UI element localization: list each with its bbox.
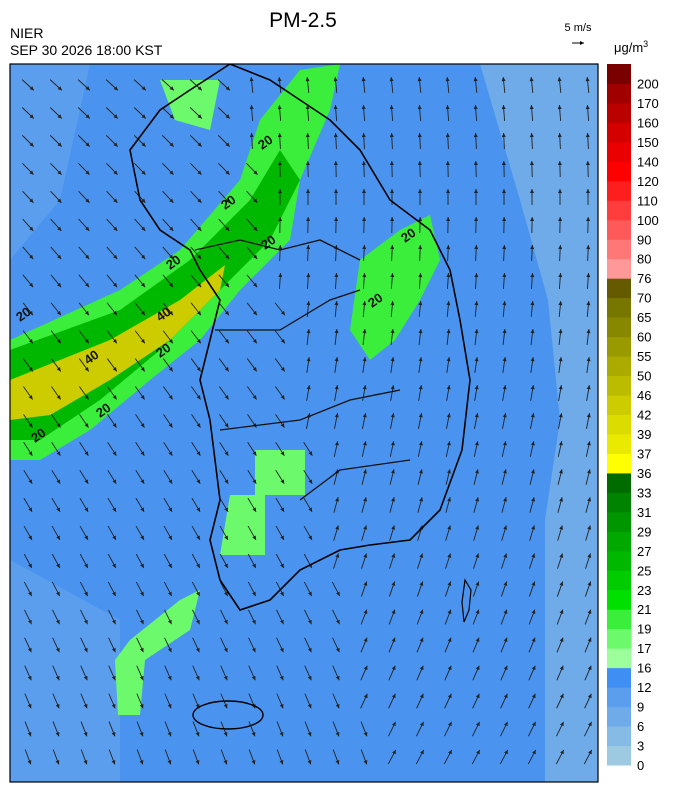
colorbar-swatch: [607, 473, 631, 493]
colorbar-label: 55: [637, 349, 651, 364]
agency: NIER: [10, 25, 43, 41]
colorbar-swatch: [607, 590, 631, 610]
colorbar-label: 0: [637, 758, 644, 773]
colorbar-swatch: [607, 668, 631, 688]
colorbar-swatch: [607, 337, 631, 357]
colorbar-label: 60: [637, 330, 651, 345]
colorbar-label: 150: [637, 135, 659, 150]
colorbar-swatch: [607, 707, 631, 727]
colorbar-swatch: [607, 609, 631, 629]
colorbar-label: 25: [637, 563, 651, 578]
colorbar-label: 140: [637, 154, 659, 169]
colorbar-label: 3: [637, 739, 644, 754]
colorbar-swatch: [607, 259, 631, 279]
colorbar-swatch: [607, 687, 631, 707]
colorbar-swatch: [607, 317, 631, 337]
colorbar-label: 31: [637, 505, 651, 520]
colorbar-label: 29: [637, 524, 651, 539]
colorbar-swatch: [607, 434, 631, 454]
colorbar-swatch: [607, 492, 631, 512]
colorbar-swatch: [607, 239, 631, 259]
colorbar-label: 27: [637, 544, 651, 559]
colorbar-swatch: [607, 726, 631, 746]
colorbar-label: 6: [637, 719, 644, 734]
colorbar-label: 170: [637, 96, 659, 111]
colorbar-swatch: [607, 453, 631, 473]
colorbar-label: 70: [637, 291, 651, 306]
colorbar-swatch: [607, 103, 631, 123]
colorbar-swatch: [607, 512, 631, 532]
colorbar-swatch: [607, 395, 631, 415]
colorbar-label: 21: [637, 602, 651, 617]
colorbar-label: 36: [637, 466, 651, 481]
datetime: SEP 30 2026 18:00 KST: [10, 42, 163, 58]
colorbar-label: 19: [637, 622, 651, 637]
colorbar-label: 76: [637, 271, 651, 286]
colorbar-label: 39: [637, 427, 651, 442]
colorbar-label: 42: [637, 408, 651, 423]
unit-base: μg/m: [614, 40, 643, 55]
colorbar-swatch: [607, 746, 631, 766]
colorbar-swatch: [607, 551, 631, 571]
wind-scale-label: 5 m/s: [565, 22, 592, 34]
colorbar: 0369121617192123252729313336373942465055…: [607, 64, 659, 773]
colorbar-swatch: [607, 278, 631, 298]
colorbar-swatch: [607, 181, 631, 201]
colorbar-swatch: [607, 200, 631, 220]
colorbar-swatch: [607, 83, 631, 103]
colorbar-swatch: [607, 122, 631, 142]
colorbar-label: 12: [637, 680, 651, 695]
colorbar-label: 50: [637, 369, 651, 384]
colorbar-swatch: [607, 64, 631, 84]
colorbar-label: 65: [637, 310, 651, 325]
colorbar-label: 200: [637, 76, 659, 91]
colorbar-label: 17: [637, 641, 651, 656]
colorbar-swatch: [607, 142, 631, 162]
colorbar-swatch: [607, 376, 631, 396]
colorbar-label: 110: [637, 193, 658, 208]
colorbar-label: 46: [637, 388, 651, 403]
colorbar-label: 160: [637, 115, 659, 130]
unit: μg/m3: [614, 39, 648, 55]
colorbar-swatch: [607, 648, 631, 668]
colorbar-swatch: [607, 161, 631, 181]
colorbar-swatch: [607, 356, 631, 376]
colorbar-label: 37: [637, 446, 651, 461]
wind-scale-arrow: [572, 41, 584, 45]
colorbar-swatch: [607, 415, 631, 435]
unit-exponent: 3: [643, 39, 648, 49]
colorbar-swatch: [607, 629, 631, 649]
colorbar-label: 9: [637, 700, 644, 715]
colorbar-swatch: [607, 531, 631, 551]
colorbar-swatch: [607, 220, 631, 240]
colorbar-swatch: [607, 570, 631, 590]
colorbar-label: 80: [637, 252, 651, 267]
colorbar-label: 120: [637, 174, 659, 189]
colorbar-label: 90: [637, 232, 651, 247]
colorbar-label: 33: [637, 485, 651, 500]
title: PM-2.5: [269, 9, 337, 32]
colorbar-label: 23: [637, 583, 651, 598]
colorbar-label: 16: [637, 661, 651, 676]
colorbar-label: 100: [637, 213, 659, 228]
colorbar-swatch: [607, 298, 631, 318]
